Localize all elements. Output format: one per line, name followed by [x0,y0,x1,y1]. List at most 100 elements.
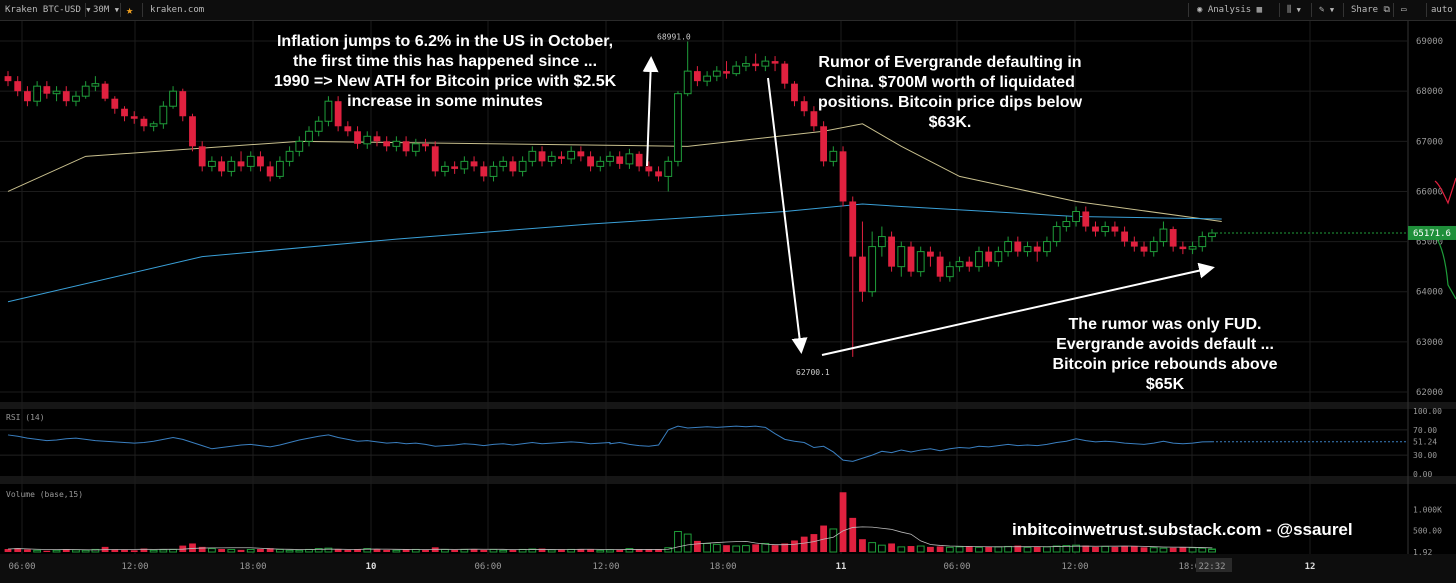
candle-body [927,251,934,257]
candle-body [791,83,798,102]
candle-body [800,101,808,112]
price-tick-label: 69000 [1416,37,1443,47]
chevron-down-icon: ▼ [1296,6,1301,14]
candle-body [1082,211,1090,227]
candle-body [664,160,673,177]
volume-bar [392,549,401,553]
candle-body [149,123,158,127]
candle-body [781,63,789,84]
volume-bar [431,547,439,552]
volume-bar [324,547,333,553]
volume-bar [218,549,226,552]
volume-bar [547,549,556,553]
volume-bar [994,546,1003,553]
volume-bar [1149,547,1158,553]
volume-bar [373,549,381,552]
volume-bar [936,546,944,552]
volume-bar [528,548,537,553]
annotation-fud: The rumor was only FUD. Evergrande avoid… [1030,315,1300,395]
volume-bar [955,546,964,553]
volume-average-line [7,526,1213,551]
symbol-selector[interactable]: Kraken BTC-USD ▼ [5,0,91,20]
volume-bar [189,543,196,552]
rsi-tick-label: 0.00 [1413,470,1432,479]
bar-style-icon: ⫼ [1287,5,1292,15]
candle-body [761,60,770,67]
zoom-mode-button[interactable]: auto [1431,5,1453,15]
volume-bar [693,540,701,552]
rsi-tick-label: 70.00 [1413,426,1437,435]
candle-body [1188,246,1197,250]
candle-body [528,150,537,162]
star-icon[interactable]: ★ [126,3,134,17]
candle-body [810,111,818,127]
price-tick-label: 65000 [1416,238,1443,248]
interval-selector[interactable]: 30M ▼ [93,0,119,20]
volume-bar [314,548,323,553]
candle-body [470,161,478,167]
draw-tool-button[interactable]: ✎ ▼ [1319,0,1334,20]
volume-bar [975,546,983,553]
share-button[interactable]: Share ⧉ [1351,0,1390,20]
grid-icon: ▦ [1256,5,1263,15]
candle-body [480,166,488,177]
volume-bar [91,548,100,553]
volume-bar [965,546,973,552]
candle-body [752,63,760,67]
annotation-line: $65K [1145,376,1185,393]
volume-bar [24,549,31,552]
fullscreen-button[interactable]: ▭ [1401,0,1406,20]
volume-bar [1014,545,1022,552]
volume-bar [1159,547,1168,553]
volume-bar [1111,546,1119,552]
price-tick-label: 66000 [1416,187,1443,197]
bar-style-button[interactable]: ⫼ ▼ [1287,0,1301,20]
volume-bar [985,546,993,552]
volume-bar [1179,547,1187,552]
candle-body [169,90,177,107]
annotation-line: increase in some minutes [347,93,543,110]
candle-body [742,63,750,67]
volume-bar [1198,547,1207,553]
candle-body [907,246,915,272]
candle-body [91,83,100,87]
volume-bar [916,545,925,553]
candle-body [1023,246,1032,253]
candle-body [43,86,51,94]
volume-bar [1101,545,1110,553]
candle-body [936,256,944,277]
time-tick-label: 10 [366,562,377,572]
volume-bar [558,549,565,552]
time-tick-label: 12:00 [592,562,619,572]
candle-body [334,101,342,127]
annotation-line: the first time this has happened since .… [292,53,598,70]
candle-body [441,165,449,172]
candle-body [606,155,614,162]
volume-bar [1169,547,1177,552]
candle-body [257,156,264,167]
candle-body [275,160,284,177]
volume-bar [111,549,119,552]
candle-body [955,261,964,268]
volume-bar [470,549,478,552]
volume-bar [43,550,51,552]
last-price-box [1408,225,1456,240]
candle-body [81,85,90,97]
candle-body [305,130,313,142]
candle-body [33,85,42,102]
volume-bar [363,548,372,553]
volume-bar [72,549,80,553]
candle-body [363,135,372,145]
low-price-label: 62700.1 [796,368,830,377]
volume-bar [334,549,342,552]
volume-bar [52,549,61,553]
time-tick-label: 12:00 [121,562,148,572]
volume-bar [208,548,216,553]
analysis-button[interactable]: ◉ Analysis ▦ [1197,0,1262,20]
time-tick-label: 06:00 [474,562,501,572]
website-link[interactable]: kraken.com [150,5,205,15]
annotation-evergrande: Rumor of Evergrande defaulting in China.… [795,53,1105,133]
candle-body [208,160,216,167]
price-tick-label: 63000 [1416,338,1443,348]
